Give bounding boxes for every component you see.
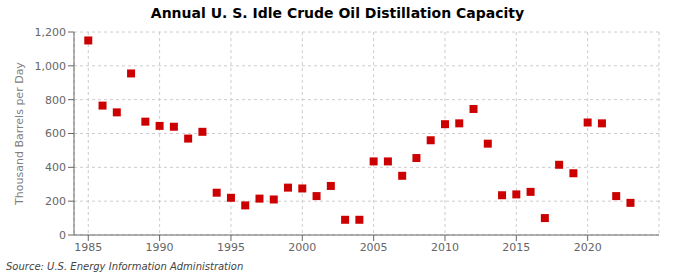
svg-text:800: 800 [45, 94, 66, 107]
svg-text:1990: 1990 [146, 241, 174, 254]
svg-text:2010: 2010 [431, 241, 459, 254]
svg-text:2015: 2015 [502, 241, 530, 254]
html-text:Source: U.S. Energy Informatio: Source: U.S. Energy Information Administ… [6, 261, 244, 272]
svg-text:1,200: 1,200 [35, 26, 67, 39]
svg-text:2000: 2000 [288, 241, 316, 254]
svg-text:2005: 2005 [360, 241, 388, 254]
svg-text:2020: 2020 [574, 241, 602, 254]
svg-text:200: 200 [45, 195, 66, 208]
svg-text:Thousand Barrels per Day: Thousand Barrels per Day [13, 62, 26, 206]
svg-text:0: 0 [59, 229, 66, 242]
svg-text:600: 600 [45, 127, 66, 140]
svg-text:1995: 1995 [217, 241, 245, 254]
html-text:Annual U. S. Idle Crude Oil Di: Annual U. S. Idle Crude Oil Distillation… [150, 5, 525, 21]
svg-text:1,000: 1,000 [35, 60, 67, 73]
svg-text:400: 400 [45, 161, 66, 174]
svg-text:1985: 1985 [74, 241, 102, 254]
